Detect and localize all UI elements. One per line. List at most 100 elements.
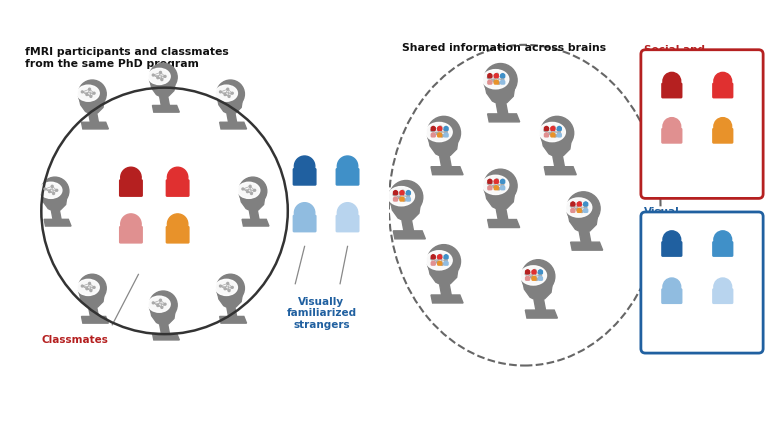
- FancyBboxPatch shape: [550, 133, 556, 138]
- FancyBboxPatch shape: [494, 186, 499, 191]
- Circle shape: [249, 185, 251, 187]
- Circle shape: [157, 77, 159, 79]
- Circle shape: [438, 255, 441, 257]
- FancyBboxPatch shape: [570, 202, 575, 207]
- Circle shape: [432, 255, 434, 257]
- Circle shape: [495, 186, 497, 188]
- Polygon shape: [487, 220, 520, 227]
- FancyBboxPatch shape: [500, 186, 505, 191]
- Polygon shape: [391, 204, 420, 221]
- FancyBboxPatch shape: [437, 261, 443, 266]
- Circle shape: [437, 261, 439, 263]
- Circle shape: [531, 276, 533, 278]
- Ellipse shape: [388, 187, 414, 206]
- Circle shape: [89, 282, 91, 284]
- Circle shape: [441, 263, 444, 265]
- Circle shape: [393, 194, 395, 196]
- Ellipse shape: [216, 279, 237, 295]
- Circle shape: [228, 96, 230, 97]
- FancyBboxPatch shape: [406, 197, 411, 202]
- FancyBboxPatch shape: [385, 24, 770, 409]
- Circle shape: [527, 276, 529, 278]
- Circle shape: [539, 275, 541, 277]
- Circle shape: [407, 197, 410, 199]
- FancyBboxPatch shape: [166, 226, 189, 244]
- Polygon shape: [568, 215, 598, 233]
- Ellipse shape: [483, 70, 509, 89]
- Circle shape: [567, 192, 600, 225]
- Circle shape: [445, 255, 447, 257]
- FancyBboxPatch shape: [336, 215, 360, 233]
- Circle shape: [224, 94, 226, 96]
- Circle shape: [493, 185, 495, 187]
- Ellipse shape: [565, 198, 592, 217]
- Circle shape: [533, 270, 535, 272]
- FancyBboxPatch shape: [537, 270, 543, 275]
- Polygon shape: [571, 242, 603, 250]
- FancyBboxPatch shape: [544, 126, 549, 131]
- Circle shape: [231, 92, 233, 94]
- FancyBboxPatch shape: [430, 255, 436, 259]
- Circle shape: [714, 72, 732, 90]
- FancyBboxPatch shape: [577, 202, 582, 207]
- FancyBboxPatch shape: [399, 197, 405, 202]
- FancyBboxPatch shape: [531, 276, 537, 281]
- Text: Visual
information: Visual information: [644, 207, 713, 229]
- FancyBboxPatch shape: [583, 202, 588, 207]
- Circle shape: [431, 129, 433, 132]
- Polygon shape: [219, 317, 246, 323]
- FancyBboxPatch shape: [444, 261, 449, 266]
- Circle shape: [246, 191, 249, 193]
- Circle shape: [337, 203, 358, 223]
- Polygon shape: [218, 100, 242, 114]
- Circle shape: [157, 304, 159, 307]
- Circle shape: [571, 208, 574, 210]
- Polygon shape: [82, 317, 109, 323]
- Circle shape: [239, 177, 267, 205]
- FancyBboxPatch shape: [444, 133, 449, 138]
- FancyBboxPatch shape: [119, 226, 143, 244]
- Circle shape: [402, 190, 404, 193]
- FancyBboxPatch shape: [577, 208, 582, 213]
- Polygon shape: [440, 156, 451, 167]
- Circle shape: [294, 203, 315, 223]
- FancyBboxPatch shape: [393, 191, 398, 195]
- Circle shape: [407, 195, 410, 197]
- Circle shape: [545, 126, 547, 129]
- Circle shape: [525, 273, 527, 275]
- Circle shape: [533, 276, 535, 278]
- Circle shape: [489, 74, 491, 76]
- FancyBboxPatch shape: [437, 133, 443, 138]
- Circle shape: [551, 126, 554, 129]
- Polygon shape: [152, 333, 179, 340]
- Circle shape: [534, 269, 536, 272]
- Ellipse shape: [40, 182, 62, 198]
- Circle shape: [497, 187, 500, 190]
- Circle shape: [93, 92, 95, 94]
- Circle shape: [663, 72, 681, 90]
- Polygon shape: [42, 197, 66, 211]
- Ellipse shape: [426, 251, 452, 270]
- FancyBboxPatch shape: [641, 50, 763, 198]
- Polygon shape: [240, 197, 264, 211]
- Circle shape: [52, 185, 53, 187]
- Ellipse shape: [483, 175, 509, 194]
- Circle shape: [149, 291, 177, 319]
- Circle shape: [250, 193, 253, 194]
- FancyBboxPatch shape: [487, 74, 493, 78]
- FancyBboxPatch shape: [444, 126, 449, 131]
- FancyBboxPatch shape: [336, 168, 360, 186]
- Polygon shape: [497, 209, 507, 220]
- Circle shape: [578, 208, 581, 210]
- Circle shape: [427, 245, 460, 278]
- Circle shape: [254, 189, 256, 191]
- Polygon shape: [542, 139, 571, 157]
- Circle shape: [152, 74, 154, 76]
- Circle shape: [496, 73, 498, 75]
- FancyBboxPatch shape: [537, 276, 543, 281]
- FancyBboxPatch shape: [525, 270, 531, 275]
- Circle shape: [44, 188, 46, 190]
- FancyBboxPatch shape: [557, 126, 562, 131]
- Circle shape: [714, 118, 732, 136]
- FancyBboxPatch shape: [500, 74, 505, 78]
